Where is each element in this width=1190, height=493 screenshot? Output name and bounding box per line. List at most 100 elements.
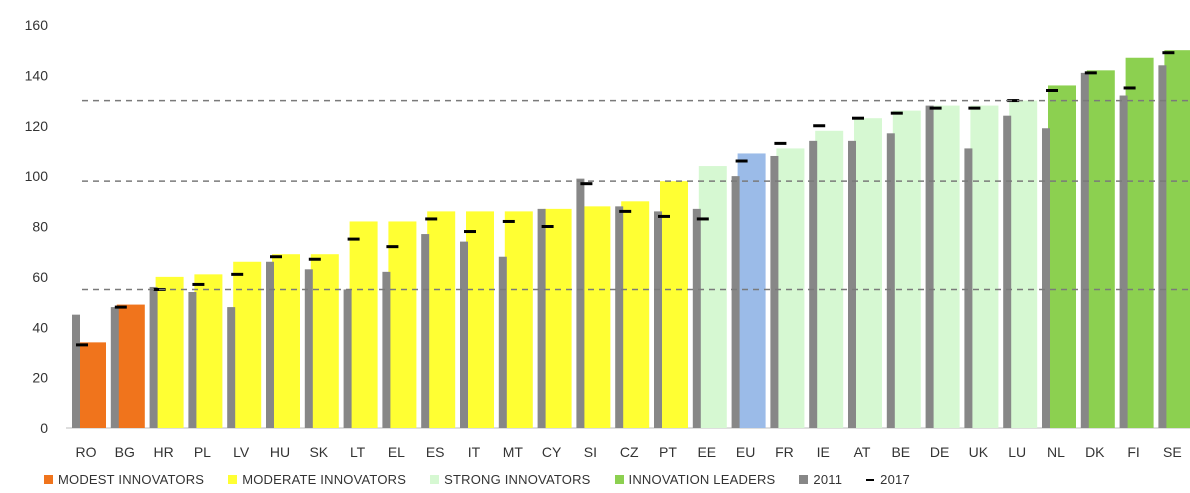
bar-2011 [266, 261, 274, 428]
bar-2017 [78, 342, 106, 428]
x-tick-label: UK [969, 444, 989, 460]
legend-swatch [799, 475, 809, 484]
bar-2011 [964, 148, 973, 428]
y-tick-label: 120 [25, 118, 49, 134]
x-tick-label: CY [542, 444, 562, 460]
chart: 0 20 40 60 80 100 120 140 160 RO BG HR PL LV HU SK LT EL E… [25, 17, 1190, 460]
bar-2011 [188, 291, 197, 428]
x-tick-label: LV [233, 444, 250, 460]
x-tick-label: EL [388, 444, 405, 460]
y-tick-label: 60 [32, 269, 48, 285]
bar-2017 [892, 110, 921, 428]
legend-item: STRONG INNOVATORS [430, 472, 590, 487]
bar-2011 [110, 307, 119, 428]
x-tick-label: IT [468, 444, 481, 460]
bar-2017 [116, 304, 145, 428]
bar-2011 [1003, 115, 1012, 429]
bar-2017 [776, 148, 805, 428]
bar-2011 [848, 140, 856, 429]
bar-2011 [770, 155, 779, 428]
bar-2017 [427, 211, 456, 428]
x-tick-label: CZ [620, 444, 639, 460]
y-tick-label: 100 [25, 168, 49, 184]
legend-label: 2011 [813, 472, 843, 487]
bar-2017 [698, 166, 727, 429]
bar-2017 [931, 105, 960, 428]
bar-2011 [1119, 95, 1128, 429]
x-tick-label: BE [891, 444, 910, 460]
bar-2011 [537, 208, 546, 428]
x-tick-label: LU [1008, 444, 1026, 460]
bar-2017 [621, 201, 650, 428]
bar-2017 [310, 254, 339, 428]
bar-2011 [149, 286, 158, 428]
legend-swatch [430, 475, 440, 484]
legend-label: MODEST INNOVATORS [58, 472, 205, 487]
bar-2011 [382, 271, 391, 428]
bar-2011 [343, 289, 352, 428]
legend-item: 2011 [799, 472, 842, 487]
bar-2011 [72, 314, 80, 428]
bar-2017 [349, 221, 378, 428]
bar-2017 [1125, 57, 1154, 429]
bar-2011 [654, 211, 662, 428]
legend-swatch [614, 475, 624, 484]
bar-2011 [1158, 65, 1167, 429]
bar-2011 [1080, 72, 1089, 428]
legend-label: STRONG INNOVATORS [444, 472, 591, 487]
x-tick-label: LT [350, 444, 366, 460]
x-tick-label: MT [503, 444, 524, 460]
legend-label: MODERATE INNOVATORS [242, 472, 407, 487]
y-tick-label: 0 [40, 420, 48, 436]
bar-2017 [233, 261, 262, 428]
bar-2017 [388, 221, 417, 428]
bar-2017 [194, 274, 223, 428]
legend-item: 2017 [866, 472, 910, 487]
x-tick-label: BG [115, 444, 135, 460]
x-tick-label: FR [775, 444, 794, 460]
bar-2011 [886, 133, 895, 428]
legend-swatch [228, 475, 238, 484]
bar-2011 [304, 269, 313, 428]
x-tick-label: SK [309, 444, 328, 460]
y-tick-label: 160 [25, 17, 49, 33]
plot-area: 0 20 40 60 80 100 120 140 160 RO BG HR PL LV HU SK LT EL E… [25, 17, 1190, 460]
x-tick-label: EU [736, 444, 755, 460]
bar-2011 [498, 256, 507, 428]
bar-2011 [692, 208, 701, 428]
bar-2011 [460, 241, 468, 428]
x-tick-label: FI [1127, 444, 1139, 460]
bar-2017 [543, 208, 572, 428]
bar-2017 [854, 118, 882, 428]
x-tick-label: DE [930, 444, 949, 460]
x-tick-label: SI [584, 444, 597, 460]
bar-2017 [1009, 100, 1038, 428]
bar-2017 [272, 254, 300, 428]
legend-item: MODEST INNOVATORS [44, 472, 204, 487]
bar-2017 [660, 181, 688, 428]
y-tick-label: 140 [25, 67, 49, 83]
bar-2017 [582, 206, 611, 428]
bar-2011 [809, 140, 818, 429]
legend-item: MODERATE INNOVATORS [228, 472, 406, 487]
x-tick-label: AT [854, 444, 871, 460]
x-tick-label: HR [153, 444, 173, 460]
bar-2011 [227, 307, 236, 428]
bar-2017 [970, 105, 999, 428]
legend-item: INNOVATION LEADERS [614, 472, 776, 487]
bar-2011 [421, 234, 430, 428]
x-tick-label: IE [817, 444, 830, 460]
bar-2011 [576, 178, 585, 428]
y-tick-label: 40 [32, 319, 48, 335]
legend-label: 2017 [880, 472, 910, 487]
legend-swatch [866, 478, 875, 481]
bar-2011 [731, 176, 740, 428]
bar-2011 [1042, 128, 1050, 429]
y-tick-label: 80 [32, 219, 48, 235]
x-tick-label: DK [1085, 444, 1105, 460]
y-tick-label: 20 [32, 370, 48, 386]
bar-2017 [1086, 70, 1115, 429]
bar-2017 [155, 276, 184, 428]
x-tick-label: RO [76, 444, 97, 460]
bar-2017 [815, 130, 844, 428]
